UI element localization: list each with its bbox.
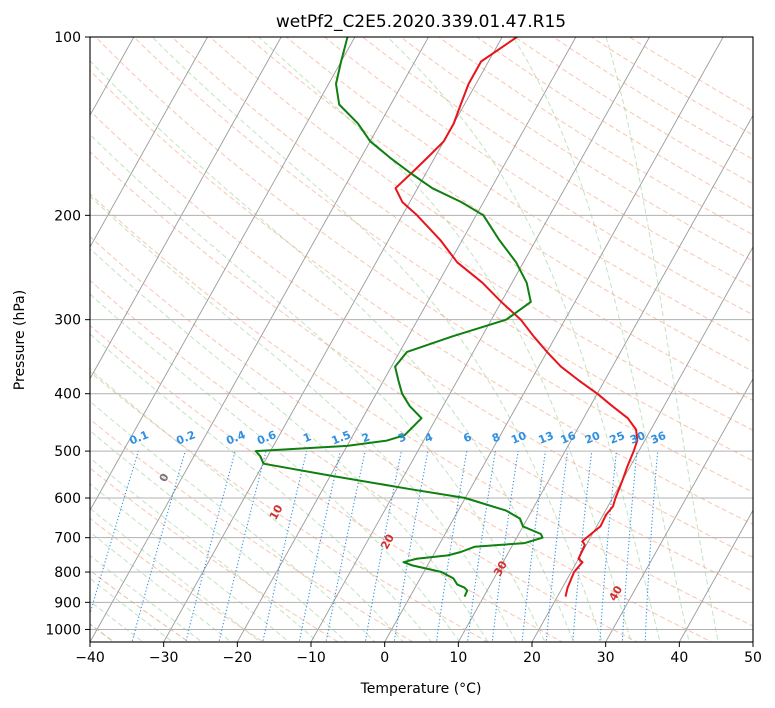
- isotherm-line: [678, 509, 753, 642]
- mixing-ratio-label: 8: [490, 430, 502, 445]
- dry-adiabat: [90, 371, 489, 642]
- mixing-ratio-label: 20: [583, 429, 602, 447]
- mixing-ratio-line: [466, 451, 496, 642]
- moist-adiabat: [90, 400, 376, 642]
- moist-adiabat: [258, 37, 632, 642]
- mixing-ratio-label: 16: [559, 429, 578, 447]
- dry-adiabat: [90, 235, 713, 642]
- y-tick-label: 300: [54, 313, 81, 329]
- y-tick-label: 900: [54, 595, 81, 611]
- isotherm-line: [90, 37, 356, 512]
- x-tick-label: 40: [670, 650, 688, 666]
- mixing-ratio-line: [435, 451, 468, 642]
- moist-adiabat: [151, 37, 603, 642]
- isotherm-line: [236, 37, 577, 642]
- x-tick-label: 0: [380, 650, 389, 666]
- mixing-ratio-line: [521, 451, 546, 642]
- mixing-ratio-line: [90, 450, 139, 616]
- dry-adiabat: [90, 193, 753, 627]
- dewpoint-profile-line: [254, 37, 544, 597]
- mixing-ratio-line: [572, 451, 593, 642]
- moist-adiabat: [90, 333, 433, 642]
- dry-adiabat: [90, 467, 340, 642]
- isotherm-line: [90, 37, 430, 642]
- mixing-ratio-label: 13: [537, 429, 556, 447]
- x-tick-label: 10: [449, 650, 467, 666]
- mixing-ratio-line: [599, 451, 618, 642]
- y-axis-label: Pressure (hPa): [12, 290, 28, 390]
- moist-adiabat: [512, 37, 690, 642]
- y-tick-label: 1000: [45, 622, 81, 638]
- dry-adiabat: [95, 37, 753, 493]
- moist-adiabat: [90, 247, 489, 642]
- dry-adiabat: [361, 37, 753, 289]
- isotherm-line: [605, 377, 753, 642]
- plot-frame: [89, 36, 754, 643]
- x-axis-label: Temperature (°C): [360, 681, 482, 697]
- x-tick-label: 50: [744, 650, 762, 666]
- mixing-ratio-line: [262, 450, 308, 642]
- chart-title: wetPf2_C2E5.2020.339.01.47.R15: [276, 12, 566, 32]
- moist-adiabat: [90, 368, 404, 642]
- isotherm-line: [384, 37, 724, 642]
- moist-adiabat: [90, 507, 262, 642]
- dry-adiabat: [90, 418, 414, 642]
- isotherm-line: [90, 37, 209, 248]
- moist-adiabat: [90, 531, 232, 642]
- dry-adiabat: [90, 69, 753, 525]
- mixing-ratio-line: [393, 450, 429, 642]
- mixing-ratio-line: [364, 450, 402, 642]
- x-tick-label: 30: [597, 650, 615, 666]
- temperature-profile-line: [394, 37, 639, 597]
- moist-adiabat: [90, 195, 518, 642]
- mixing-ratio-line: [491, 451, 519, 642]
- mixing-ratio-label: 25: [608, 429, 627, 447]
- y-tick-label: 100: [54, 30, 81, 46]
- mixing-ratio-label: 3: [396, 430, 408, 445]
- x-tick-label: −30: [149, 650, 179, 666]
- dry-adiabat: [90, 569, 190, 642]
- x-tick-label: −20: [223, 650, 253, 666]
- dry-adiabat: [90, 151, 753, 592]
- moist-adiabat: [90, 430, 348, 642]
- dry-adiabat: [247, 37, 753, 372]
- y-tick-label: 700: [54, 531, 81, 547]
- moist-adiabat: [90, 293, 461, 642]
- mixing-ratio-line: [218, 450, 267, 642]
- dry-adiabat: [90, 324, 564, 642]
- mixing-ratio-label: 36: [649, 429, 668, 447]
- mixing-ratio-label: 2: [360, 430, 372, 445]
- isotherm-line: [310, 37, 651, 642]
- mixing-ratio-label: 1: [301, 430, 313, 445]
- dry-adiabat: [90, 279, 639, 642]
- mixing-ratio-label: 10: [509, 429, 528, 447]
- x-tick-label: 20: [523, 650, 541, 666]
- y-tick-label: 500: [54, 444, 81, 460]
- y-tick-label: 400: [54, 387, 81, 403]
- moist-adiabat: [90, 60, 575, 642]
- isotherm-line: [531, 246, 753, 642]
- mixing-ratio-line: [545, 451, 569, 642]
- x-tick-label: −40: [75, 650, 105, 666]
- dry-adiabat: [90, 110, 753, 558]
- mixing-ratio-line: [621, 451, 638, 642]
- isotherm-line: [457, 114, 753, 642]
- dry-adiabat: [285, 37, 753, 344]
- mixing-ratio-line: [644, 451, 659, 642]
- dry-adiabat: [323, 37, 753, 316]
- moist-adiabat: [605, 37, 719, 642]
- x-tick-label: −10: [296, 650, 326, 666]
- mixing-ratio-label: 30: [628, 429, 647, 447]
- isotherm-line: [90, 37, 282, 380]
- y-tick-label: 600: [54, 491, 81, 507]
- y-tick-label: 800: [54, 565, 81, 581]
- moist-adiabat: [387, 37, 661, 642]
- moist-adiabat: [90, 457, 319, 642]
- y-tick-label: 200: [54, 208, 81, 224]
